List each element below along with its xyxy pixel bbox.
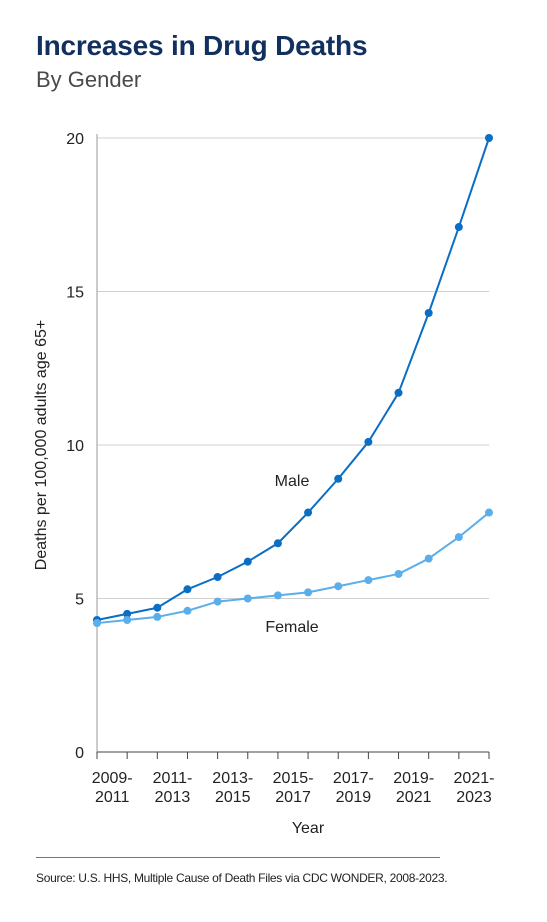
x-tick-label: 2023 xyxy=(456,789,492,806)
x-tick-label: 2017 xyxy=(275,789,311,806)
data-point-male xyxy=(454,223,463,232)
data-point-male xyxy=(213,573,222,582)
x-tick-label: 2019 xyxy=(336,789,372,806)
data-point-male xyxy=(394,388,403,397)
series-line-female xyxy=(96,511,490,625)
y-tick-label: 0 xyxy=(75,745,84,762)
y-tick-label: 5 xyxy=(75,592,84,609)
data-point-female xyxy=(123,615,132,624)
data-point-female xyxy=(424,554,433,563)
data-point-female xyxy=(273,591,282,600)
data-point-female xyxy=(454,533,463,542)
y-axis-title: Deaths per 100,000 adults age 65+ xyxy=(33,320,50,570)
data-point-female xyxy=(304,588,313,597)
x-tick-label: 2009- xyxy=(92,770,133,787)
data-point-male xyxy=(123,609,132,618)
data-point-male xyxy=(334,474,343,483)
source-note: Source: U.S. HHS, Multiple Cause of Deat… xyxy=(36,871,448,885)
source-divider xyxy=(36,857,440,858)
x-tick-label: 2013 xyxy=(155,789,191,806)
data-point-male xyxy=(243,557,252,566)
x-tick-label: 2021- xyxy=(454,770,495,787)
data-point-male xyxy=(273,539,282,548)
y-tick-label: 10 xyxy=(66,438,84,455)
x-tick-label: 2019- xyxy=(393,770,434,787)
data-point-female xyxy=(485,508,493,517)
x-tick-label: 2011 xyxy=(95,789,130,806)
chart-title: Increases in Drug Deaths xyxy=(36,30,368,61)
data-point-male xyxy=(183,585,192,594)
x-tick-label: 2021 xyxy=(396,789,432,806)
data-point-male xyxy=(485,134,493,142)
x-axis-title: Year xyxy=(292,820,325,837)
data-point-female xyxy=(364,576,373,585)
x-tick-label: 2015- xyxy=(273,770,314,787)
data-point-female xyxy=(334,582,343,591)
series-label-male: Male xyxy=(275,473,310,490)
y-tick-label: 20 xyxy=(66,131,84,148)
series-label-female: Female xyxy=(265,619,318,636)
data-point-female xyxy=(183,606,192,615)
x-tick-label: 2015 xyxy=(215,789,251,806)
x-tick-label: 2017- xyxy=(333,770,374,787)
data-point-female xyxy=(153,612,162,621)
data-point-male xyxy=(153,603,162,612)
data-point-female xyxy=(243,594,252,603)
data-point-female xyxy=(394,569,403,578)
data-point-female xyxy=(213,597,222,606)
y-tick-label: 15 xyxy=(66,285,84,302)
chart-subtitle: By Gender xyxy=(36,67,142,92)
x-tick-label: 2011- xyxy=(153,770,193,787)
data-point-female xyxy=(93,619,101,628)
data-point-male xyxy=(304,508,313,517)
series-line-male xyxy=(96,137,490,621)
data-point-male xyxy=(364,437,373,446)
x-tick-label: 2013- xyxy=(212,770,253,787)
data-point-male xyxy=(424,308,433,317)
